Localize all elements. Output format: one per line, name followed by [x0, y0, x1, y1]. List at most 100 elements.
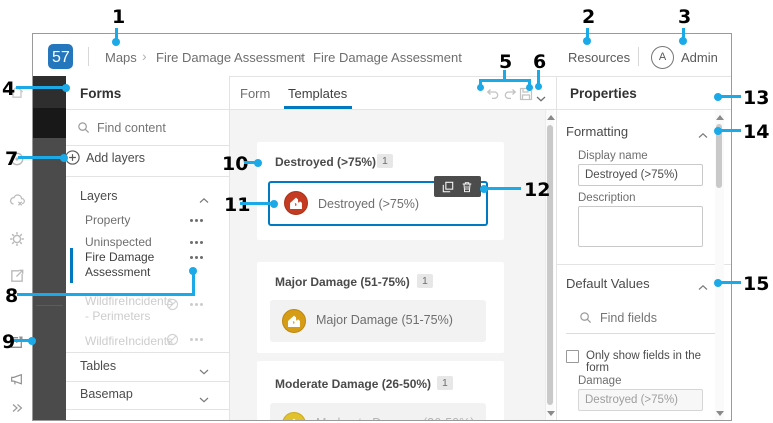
breadcrumb-maps[interactable]: Maps [105, 50, 137, 65]
layer-row-fire-damage-assessment[interactable]: Fire Damage Assessment [66, 248, 229, 284]
avatar[interactable]: A [651, 46, 674, 69]
undo-icon[interactable] [486, 87, 500, 106]
major-symbol-icon [282, 309, 306, 333]
callout-12-dot [480, 185, 488, 193]
default-values-section-header[interactable]: Default Values [566, 276, 650, 291]
basemap-section-header[interactable]: Basemap [66, 383, 229, 405]
destroyed-symbol-icon [284, 191, 308, 215]
redo-icon[interactable] [503, 87, 517, 106]
callout-12-label: 12 [524, 179, 551, 201]
template-card-major[interactable]: Major Damage (51-75%) [270, 300, 486, 342]
callout-6-label: 6 [533, 51, 547, 73]
scroll-up-icon[interactable] [716, 115, 724, 120]
callout-12-line [485, 187, 521, 190]
layer-row-wildfire-incidents[interactable]: WildfireIncidents [66, 331, 229, 351]
callout-15-label: 15 [743, 273, 770, 295]
callout-5-label: 5 [499, 51, 513, 73]
tables-section-header[interactable]: Tables [66, 355, 229, 377]
layer-label: WildfireIncidents - Perimeters [85, 294, 174, 323]
resources-link[interactable]: Resources [568, 50, 631, 65]
callout-8-dot [189, 267, 197, 275]
find-fields-input[interactable] [598, 309, 698, 327]
app-logo[interactable]: 57 [48, 44, 73, 69]
layer-row-property[interactable]: Property [66, 210, 229, 230]
find-content-input[interactable] [95, 119, 215, 137]
layer-row-wildfire-perimeters[interactable]: WildfireIncidents - Perimeters [66, 292, 229, 326]
callout-10-dot [254, 159, 262, 167]
damage-field-label: Damage [578, 375, 622, 387]
feedback-megaphone-icon[interactable] [0, 367, 33, 391]
sharing-icon[interactable] [0, 264, 33, 288]
add-layers-button[interactable]: Add layers [64, 148, 228, 168]
formatting-section-header[interactable]: Formatting [566, 124, 629, 139]
callout-7-line [18, 156, 62, 159]
scrollbar-thumb[interactable] [716, 124, 722, 188]
callout-2-dot [583, 37, 591, 45]
only-show-fields-checkbox[interactable] [566, 350, 579, 363]
callout-13-dot [714, 93, 722, 101]
callout-6-dot [535, 83, 542, 90]
template-count-badge: 1 [437, 376, 453, 390]
user-menu[interactable]: Admin [681, 50, 718, 65]
template-card-label: Destroyed (>75%) [318, 197, 420, 211]
scroll-down-icon[interactable] [547, 411, 555, 416]
template-group-moderate: Moderate Damage (26-50%) 1 Moderate Dama… [257, 361, 504, 420]
callout-8-line-v [192, 272, 195, 296]
properties-scrollbar[interactable] [715, 110, 724, 420]
breadcrumb-map-name[interactable]: Fire Damage Assessment [156, 50, 305, 65]
layers-section-header[interactable]: Layers [80, 189, 118, 203]
chevron-up-icon[interactable] [698, 127, 708, 145]
breadcrumb-form-name: Fire Damage Assessment [313, 50, 462, 65]
layer-row-uninspected[interactable]: Uninspected [66, 232, 229, 252]
callout-11-dot [270, 200, 278, 208]
template-card-label: Major Damage (51-75%) [316, 313, 453, 327]
basemap-label: Basemap [80, 387, 133, 401]
description-textarea[interactable] [578, 206, 703, 247]
callout-3-line [682, 28, 685, 38]
duplicate-icon[interactable] [442, 181, 454, 193]
geofence-icon[interactable] [0, 147, 33, 171]
expand-rail-icon[interactable] [0, 398, 33, 418]
breadcrumb-separator: › [142, 48, 147, 64]
chevron-up-icon[interactable] [698, 279, 708, 297]
callout-4-label: 4 [2, 78, 16, 100]
callout-7-dot [60, 154, 68, 162]
callout-13-line [721, 95, 741, 98]
callout-8-line-h [17, 293, 195, 296]
display-name-input[interactable] [578, 164, 703, 186]
callout-5-leg-right [528, 79, 531, 86]
settings-gear-icon[interactable] [0, 227, 33, 251]
layer-options-icon[interactable] [190, 219, 203, 222]
template-card-moderate[interactable]: Moderate Damage (26-50%) [270, 403, 486, 420]
template-count-badge: 1 [417, 274, 433, 288]
templates-canvas: Destroyed (>75%) 1 Destroyed (>75%) Majo… [230, 110, 545, 420]
save-menu-caret-icon[interactable] [536, 90, 546, 108]
callout-5-stub [503, 70, 506, 81]
scroll-down-icon[interactable] [716, 411, 724, 416]
layer-options-icon[interactable] [190, 338, 203, 341]
layer-options-icon[interactable] [190, 241, 203, 244]
callout-5-bar [479, 79, 531, 82]
layer-label: Fire Damage Assessment [85, 250, 155, 279]
not-supported-icon [166, 333, 179, 351]
layer-options-icon[interactable] [190, 256, 203, 259]
callout-4-line [16, 86, 64, 89]
chevron-up-icon[interactable] [199, 192, 209, 210]
layer-label: WildfireIncidents [85, 334, 174, 348]
callout-9-line [14, 339, 30, 342]
tab-templates[interactable]: Templates [288, 86, 348, 101]
callout-9-dot [28, 337, 36, 345]
callout-15-line [721, 281, 741, 284]
scrollbar-thumb[interactable] [547, 125, 553, 405]
topbar [33, 34, 731, 76]
scroll-up-icon[interactable] [547, 115, 555, 120]
delete-trash-icon[interactable] [461, 181, 473, 193]
forms-icon[interactable] [0, 111, 33, 135]
damage-field-value[interactable] [578, 389, 703, 411]
group-title: Moderate Damage (26-50%) [275, 377, 432, 391]
offline-icon[interactable] [0, 188, 33, 212]
layer-options-icon[interactable] [190, 303, 203, 306]
templates-scrollbar[interactable] [545, 110, 555, 420]
tab-form[interactable]: Form [240, 86, 271, 101]
description-label: Description [578, 192, 636, 204]
